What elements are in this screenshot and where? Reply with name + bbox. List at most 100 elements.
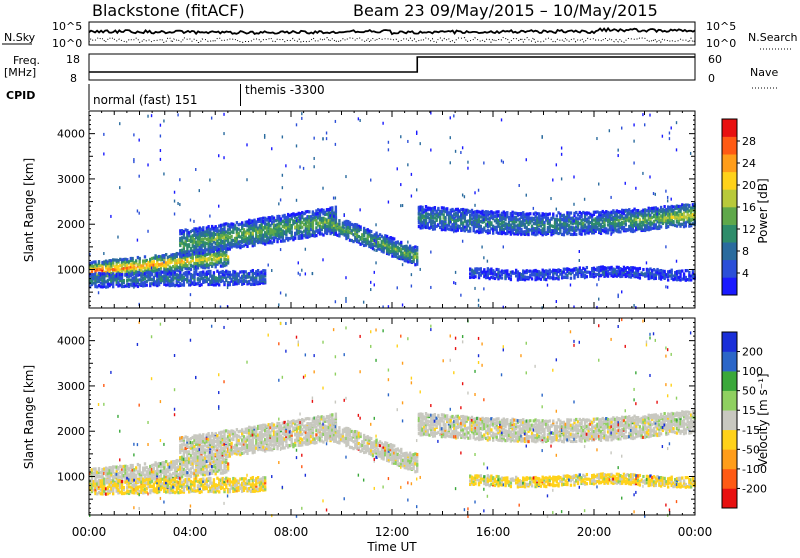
power-cell <box>671 269 673 272</box>
power-noise-cell <box>335 143 336 146</box>
velocity-noise-cell <box>147 492 148 495</box>
colorbar-segment <box>722 119 737 137</box>
power-noise-cell <box>271 269 272 272</box>
power-noise-cell <box>177 113 178 116</box>
power-noise-cell <box>344 226 345 229</box>
power-cell <box>291 230 293 233</box>
nsky-strip: N.Sky 10^5 10^0 10^5 10^0 N.Search <box>2 20 798 50</box>
power-cell <box>501 276 503 279</box>
power-cell <box>510 274 512 277</box>
power-cell <box>416 256 418 259</box>
colorbar-tick-label: 24 <box>742 157 756 170</box>
power-noise-cell <box>209 179 210 182</box>
power-cell <box>510 278 512 281</box>
power-cell <box>335 209 337 212</box>
y-tick-label: 2000 <box>57 218 85 231</box>
power-cell <box>188 243 190 246</box>
freq-series <box>89 57 695 72</box>
power-noise-cell <box>138 175 139 178</box>
power-noise-cell <box>455 215 456 218</box>
power-noise-cell <box>526 232 527 235</box>
power-cell <box>190 268 192 271</box>
power-noise-cell <box>195 237 196 240</box>
power-noise-cell <box>649 114 650 117</box>
freq-tick-bottom: 8 <box>70 72 77 85</box>
power-cell <box>400 241 402 244</box>
power-noise-cell <box>420 142 421 145</box>
velocity-noise-cell <box>151 335 152 338</box>
power-noise-cell <box>282 135 283 138</box>
power-noise-cell <box>374 248 375 251</box>
power-cell <box>529 212 531 215</box>
colorbar-segment <box>722 225 737 243</box>
power-noise-cell <box>573 203 574 206</box>
velocity-noise-cell <box>138 404 139 407</box>
power-cell <box>264 269 266 272</box>
power-noise-cell <box>662 135 663 138</box>
power-cell <box>315 226 317 229</box>
power-cell <box>416 246 418 249</box>
velocity-noise-cell <box>133 443 134 446</box>
power-cell <box>506 269 508 272</box>
power-noise-cell <box>474 221 475 224</box>
power-cell <box>183 247 185 250</box>
power-noise-cell <box>402 263 403 266</box>
power-noise-cell <box>474 191 475 194</box>
power-noise-cell <box>625 210 626 213</box>
power-noise-cell <box>209 215 210 218</box>
power-noise-cell <box>397 167 398 170</box>
power-noise-cell <box>478 304 479 307</box>
nave-label: Nave <box>750 66 778 79</box>
colorbar-segment <box>722 189 737 207</box>
power-noise-cell <box>195 168 196 171</box>
power-noise-cell <box>227 286 228 289</box>
cpid-mode-1: normal (fast) 151 <box>93 93 197 107</box>
power-noise-cell <box>503 245 504 248</box>
power-noise-cell <box>296 219 297 222</box>
power-cell <box>335 206 337 209</box>
power-noise-cell <box>298 272 299 275</box>
power-noise-cell <box>110 215 111 218</box>
power-noise-cell <box>313 165 314 168</box>
nsearch-label: N.Search <box>748 31 798 44</box>
power-noise-cell <box>285 164 286 167</box>
power-noise-cell <box>374 283 375 286</box>
power-noise-cell <box>137 239 138 242</box>
nsearch-tick-top: 10^5 <box>706 20 736 33</box>
power-cell <box>549 212 551 215</box>
power-noise-cell <box>174 254 175 257</box>
power-noise-cell <box>584 198 585 201</box>
power-noise-cell <box>299 218 300 221</box>
power-noise-cell <box>312 272 313 275</box>
power-cell <box>181 268 183 271</box>
power-cell <box>213 271 215 274</box>
power-noise-cell <box>301 117 302 120</box>
power-noise-cell <box>533 207 534 210</box>
power-cell <box>397 252 399 255</box>
power-noise-cell <box>547 229 548 232</box>
power-noise-cell <box>633 123 634 126</box>
power-cell <box>681 269 683 272</box>
power-cell <box>301 226 303 229</box>
power-noise-cell <box>455 282 456 285</box>
power-colorbar-label: Power [dB] <box>756 178 770 243</box>
power-noise-cell <box>179 178 180 181</box>
power-noise-cell <box>541 136 542 139</box>
colorbar-segment <box>722 137 737 155</box>
power-noise-cell <box>174 212 175 215</box>
power-noise-cell <box>400 135 401 138</box>
power-noise-cell <box>573 219 574 222</box>
power-cell <box>603 223 605 226</box>
power-noise-cell <box>556 163 557 166</box>
power-noise-cell <box>667 286 668 289</box>
power-noise-cell <box>460 294 461 297</box>
power-noise-cell <box>649 175 650 178</box>
velocity-data-cells <box>89 318 696 518</box>
power-noise-cell <box>147 163 148 166</box>
power-noise-cell <box>455 150 456 153</box>
power-noise-cell <box>665 245 666 248</box>
power-noise-cell <box>561 177 562 180</box>
power-noise-cell <box>483 256 484 259</box>
power-noise-cell <box>665 213 666 216</box>
